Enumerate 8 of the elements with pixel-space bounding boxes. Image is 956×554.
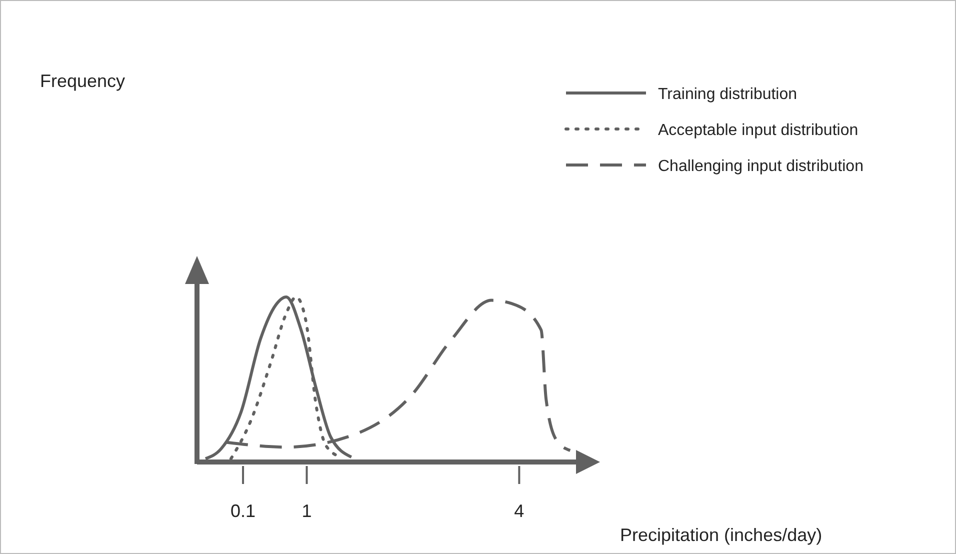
x-tick-label: 4 — [514, 501, 524, 521]
legend-label: Training distribution — [658, 86, 798, 103]
legend-label: Acceptable input distribution — [658, 122, 858, 139]
legend-label: Challenging input distribution — [658, 158, 864, 175]
text: Frequency — [40, 71, 126, 91]
x-tick-label: 0.1 — [230, 501, 256, 521]
x-tick-label: 1 — [302, 501, 312, 521]
x-axis-title: Precipitation (inches/day) — [620, 525, 822, 545]
